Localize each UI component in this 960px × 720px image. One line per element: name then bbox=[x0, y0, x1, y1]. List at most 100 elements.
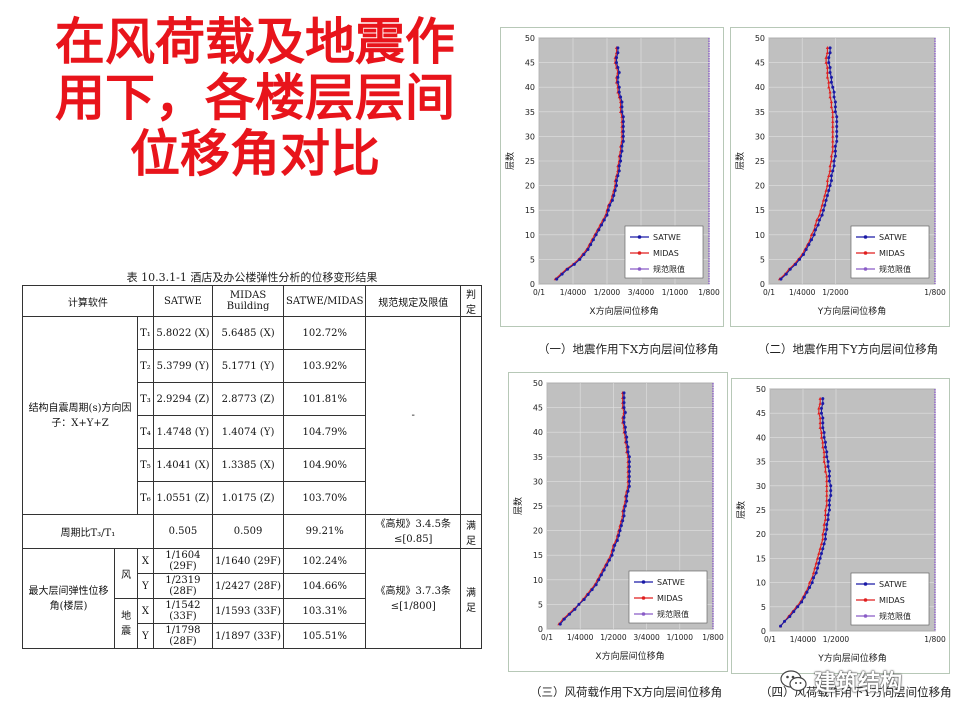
x-tick-label: 1/2000 bbox=[823, 635, 850, 644]
series-satwe-point bbox=[833, 144, 837, 148]
x-tick-label: 1/1000 bbox=[667, 633, 694, 642]
series-satwe-point bbox=[827, 474, 831, 478]
series-satwe-point bbox=[835, 120, 839, 124]
series-midas-point bbox=[828, 164, 832, 168]
y-tick-label: 5 bbox=[530, 255, 535, 264]
y-tick-label: 20 bbox=[755, 182, 765, 191]
legend: SATWE MIDAS 规范限值 bbox=[850, 572, 930, 626]
legend-marker bbox=[637, 267, 642, 271]
period-verdict bbox=[460, 316, 482, 515]
series-satwe-point bbox=[555, 277, 559, 281]
y-tick-label: 25 bbox=[525, 157, 535, 166]
series-midas-point bbox=[815, 218, 819, 222]
series-satwe-point bbox=[586, 248, 590, 252]
series-midas-point bbox=[831, 119, 835, 123]
series-midas-point bbox=[829, 100, 834, 104]
series-satwe-point bbox=[616, 80, 620, 84]
y-tick-label: 30 bbox=[756, 482, 766, 491]
table-row: Y 1/1798 (28F) 1/1897 (33F) 105.51% bbox=[23, 623, 482, 649]
period-label: T₆ bbox=[137, 481, 154, 515]
series-satwe-point bbox=[626, 445, 630, 449]
series-midas-point bbox=[829, 154, 834, 158]
drift-verdict: 满足 bbox=[460, 548, 482, 649]
series-satwe-point bbox=[566, 267, 570, 271]
series-satwe-point bbox=[586, 593, 590, 597]
x-tick-label: 0/1 bbox=[541, 633, 553, 642]
series-midas-point bbox=[821, 440, 825, 444]
series-midas-point bbox=[817, 213, 822, 217]
y-tick-label: 45 bbox=[525, 59, 535, 68]
series-midas-point bbox=[819, 542, 824, 546]
chart-svg: 0 5 10 15 20 25 30 35 40 45 50 0/1 1/4000 1/2000 3/400… bbox=[512, 379, 724, 662]
y-tick-label: 20 bbox=[756, 530, 766, 539]
legend: SATWE MIDAS 规范限值 bbox=[624, 225, 704, 279]
series-midas-point bbox=[817, 406, 821, 410]
ratio-label: 周期比T₃/T₁ bbox=[22, 514, 154, 549]
series-midas-point bbox=[821, 445, 825, 449]
drift-ratio: 102.24% bbox=[283, 548, 367, 574]
watermark-text: 建筑结构 bbox=[814, 671, 903, 696]
series-midas-point bbox=[823, 469, 828, 473]
series-satwe-point bbox=[622, 420, 626, 424]
period-ratio: 102.72% bbox=[283, 316, 367, 350]
series-satwe-point bbox=[582, 597, 586, 601]
series-satwe-point bbox=[582, 252, 586, 256]
series-midas-point bbox=[823, 508, 828, 512]
period-satwe: 1.4748 (Y) bbox=[152, 415, 214, 449]
chart-svg: 0 5 10 15 20 25 30 35 40 45 50 0/1 1/4000 1/2000 3/400… bbox=[504, 34, 720, 317]
series-satwe-point bbox=[831, 169, 835, 173]
legend: SATWE MIDAS 规范限值 bbox=[850, 225, 930, 279]
series-midas-point bbox=[823, 513, 828, 517]
series-satwe-point bbox=[829, 75, 833, 79]
series-satwe-point bbox=[835, 134, 839, 138]
series-midas-point bbox=[808, 580, 812, 584]
series-satwe-point bbox=[825, 450, 829, 454]
series-satwe-point bbox=[829, 174, 833, 178]
series-satwe-point bbox=[619, 154, 623, 158]
series-satwe-point bbox=[823, 445, 827, 449]
series-satwe-point bbox=[788, 267, 792, 271]
legend-marker bbox=[641, 580, 646, 584]
ratio-midas: 0.509 bbox=[212, 514, 285, 549]
series-midas-point bbox=[823, 517, 828, 521]
series-midas-point bbox=[822, 450, 826, 454]
series-midas-point bbox=[818, 425, 822, 429]
series-satwe-point bbox=[819, 552, 823, 556]
series-satwe-point bbox=[606, 208, 610, 212]
legend-label: 规范限值 bbox=[879, 264, 911, 274]
series-satwe-point bbox=[623, 430, 627, 434]
drift-satwe: 1/2319 (28F) bbox=[152, 573, 214, 599]
series-satwe-point bbox=[613, 543, 617, 547]
series-satwe-point bbox=[819, 406, 823, 410]
series-satwe-point bbox=[819, 411, 823, 415]
series-satwe-point bbox=[612, 193, 616, 197]
series-midas-point bbox=[825, 488, 829, 492]
header-ratio: SATWE/MIDAS bbox=[283, 285, 367, 317]
series-satwe-point bbox=[783, 619, 787, 623]
drift-dir: X bbox=[137, 548, 154, 574]
header-spec: 规范规定及限值 bbox=[365, 285, 462, 317]
legend-marker bbox=[863, 251, 868, 255]
series-midas-point bbox=[824, 188, 828, 192]
series-satwe-point bbox=[621, 120, 625, 124]
chart-eq-x: 0 5 10 15 20 25 30 35 40 45 50 0/1 1/4000 1/2000 3/400… bbox=[500, 27, 724, 327]
series-satwe-point bbox=[623, 411, 627, 415]
y-tick-label: 5 bbox=[760, 255, 765, 264]
series-midas-point bbox=[813, 223, 818, 227]
series-midas-point bbox=[823, 193, 827, 197]
series-satwe-point bbox=[625, 499, 629, 503]
series-midas-point bbox=[831, 124, 835, 128]
ratio-satwe: 0.505 bbox=[152, 514, 214, 549]
series-satwe-point bbox=[610, 553, 614, 557]
series-satwe-point bbox=[798, 257, 802, 261]
legend-label: MIDAS bbox=[657, 594, 683, 603]
series-satwe-point bbox=[577, 602, 581, 606]
series-satwe-point bbox=[833, 149, 837, 153]
series-satwe-point bbox=[607, 558, 611, 562]
series-satwe-point bbox=[821, 421, 825, 425]
y-tick-label: 50 bbox=[756, 385, 766, 394]
y-tick-label: 40 bbox=[755, 83, 765, 92]
drift-dir: Y bbox=[137, 623, 154, 649]
series-satwe-point bbox=[619, 159, 623, 163]
x-axis-label: X方向层间位移角 bbox=[589, 305, 658, 317]
